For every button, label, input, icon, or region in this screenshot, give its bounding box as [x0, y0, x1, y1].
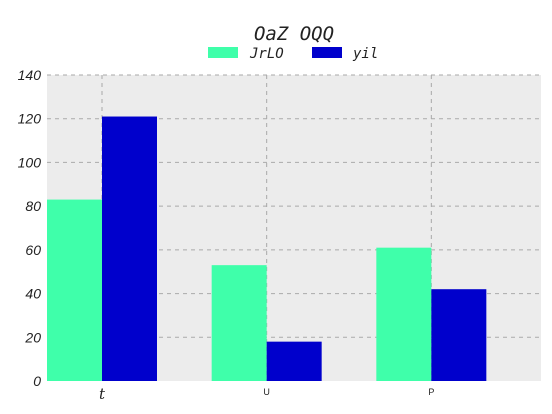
y-tick-label: 140 [18, 67, 42, 83]
bar-yil-t [102, 116, 157, 382]
bar-yil-u [266, 341, 322, 381]
legend: JrLO yil [208, 46, 378, 62]
x-tick-label: t [99, 385, 106, 403]
legend-label-yil: yil [352, 46, 378, 62]
legend-swatch-jrlo [208, 47, 238, 58]
y-tick-label: 80 [25, 198, 41, 214]
bar-jrlo-t [47, 199, 102, 381]
chart-title: OaZ OQQ [254, 23, 334, 45]
x-tick-label: P [428, 387, 434, 397]
legend-label-jrlo: JrLO [249, 46, 284, 62]
legend-swatch-yil [312, 47, 342, 58]
bar-yil-p [431, 289, 487, 381]
y-axis-ticks: 0 20 40 60 80 100 120 140 [18, 67, 42, 389]
y-tick-label: 40 [25, 286, 41, 302]
y-tick-label: 20 [24, 329, 41, 345]
y-tick-label: 0 [33, 373, 41, 389]
y-tick-label: 120 [18, 111, 42, 127]
bar-jrlo-p [376, 247, 432, 381]
x-tick-label: U [263, 387, 270, 397]
y-tick-label: 60 [25, 242, 41, 258]
bars [47, 116, 487, 382]
y-tick-label: 100 [18, 154, 42, 170]
bar-jrlo-u [211, 265, 267, 381]
